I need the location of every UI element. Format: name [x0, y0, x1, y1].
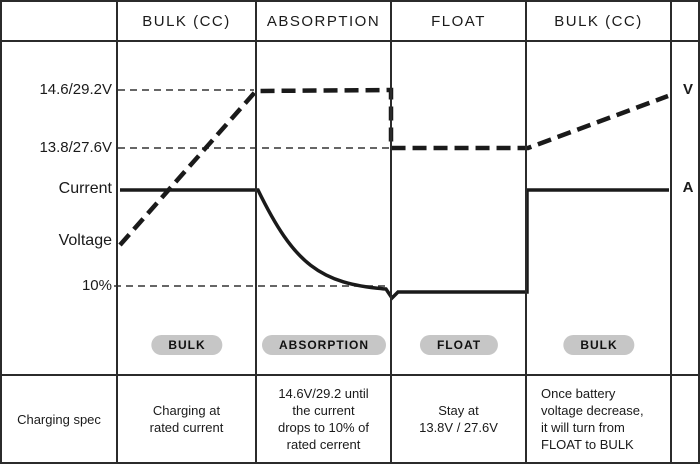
spec-row-divider: [2, 374, 698, 376]
spec-cell-float: Stay at 13.8V / 27.6V: [419, 403, 498, 435]
stage-pill-bulk-1: BULK: [151, 335, 223, 355]
right-axis-volts: V: [682, 81, 693, 98]
right-axis-amps: A: [682, 179, 694, 196]
spec-cell-bulk-1: Charging at rated current: [149, 403, 224, 435]
stage-pill-float: FLOAT: [419, 335, 499, 355]
y-label-absorption-voltage: 14.6/29.2V: [39, 81, 112, 98]
column-divider: [525, 2, 527, 462]
stage-header-float: FLOAT: [431, 12, 486, 30]
spec-cell-absorption: 14.6V/29.2 until the current drops to 10…: [277, 386, 370, 452]
spec-row-label: Charging spec: [17, 411, 101, 427]
column-divider: [255, 2, 257, 462]
stage-header-absorption: ABSORPTION: [266, 12, 381, 30]
header-divider: [2, 40, 698, 42]
y-label-float-voltage: 13.8/27.6V: [39, 139, 112, 156]
stage-pill-absorption: ABSORPTION: [261, 335, 387, 355]
stage-header-bulk-2: BULK (CC): [554, 12, 643, 30]
y-label-voltage: Voltage: [58, 232, 112, 249]
y-label-ten-percent: 10%: [81, 277, 112, 294]
stage-header-bulk-1: BULK (CC): [142, 12, 231, 30]
spec-cell-bulk-2: Once battery voltage decrease, it will t…: [541, 386, 644, 452]
column-divider: [116, 2, 118, 462]
y-label-current: Current: [58, 180, 112, 197]
column-divider: [390, 2, 392, 462]
column-divider: [670, 2, 672, 462]
stage-pill-bulk-2: BULK: [563, 335, 635, 355]
